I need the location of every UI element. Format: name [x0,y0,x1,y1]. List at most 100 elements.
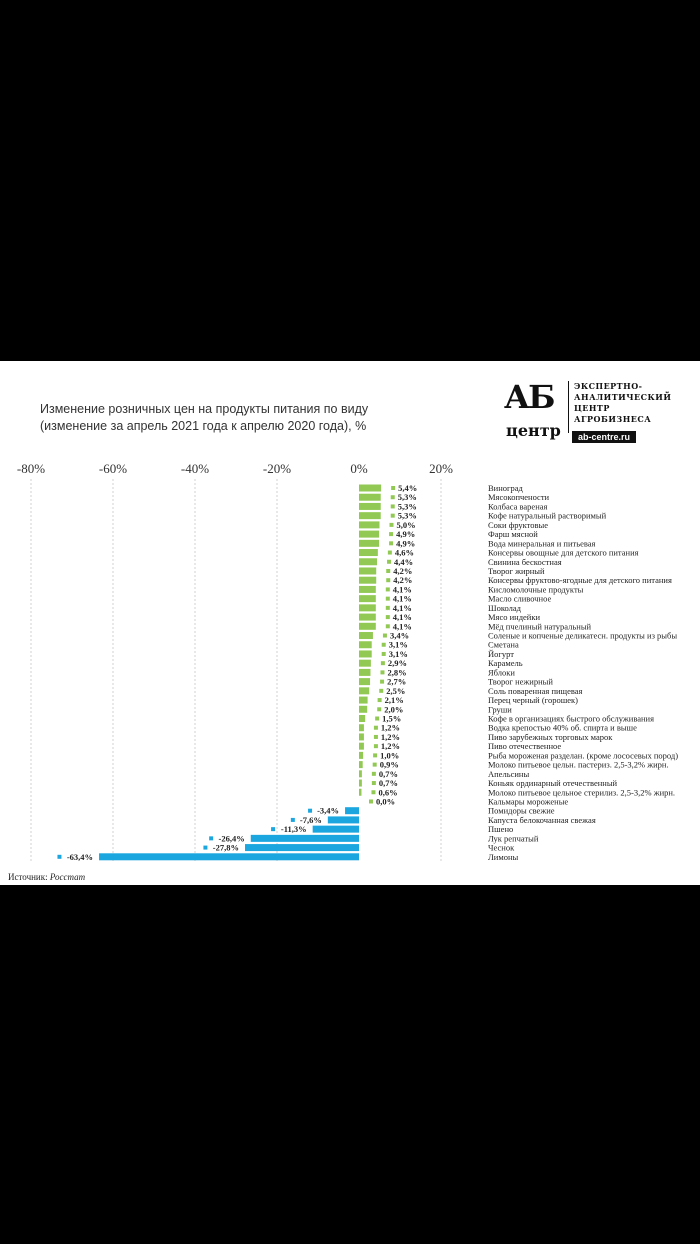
value-label: -63,4% [67,852,93,862]
category-label: Мёд пчелиный натуральный [488,621,592,631]
bar [359,659,371,667]
legend-marker [389,541,394,546]
bar [359,502,381,510]
chart-panel: Изменение розничных цен на продукты пита… [0,361,700,885]
legend-marker [369,799,373,804]
legend-marker [380,661,385,666]
logo-line: АНАЛИТИЧЕСКИЙ [574,392,672,402]
value-label: 1,5% [382,714,401,724]
legend-marker [371,781,376,786]
legend-marker [373,753,378,758]
category-label: Водка крепостью 40% об. спирта и выше [488,723,637,733]
bar-chart: -80% -60% -40% -20% 0% 20% 5,4% Виноград 5,3% Мяс… [17,461,678,863]
logo-divider [568,381,569,433]
bar [245,844,359,852]
bar [359,484,382,492]
category-label: Апельсины [488,769,529,779]
bar [359,650,372,658]
category-label: Масло сливочное [488,594,551,604]
category-label: Пиво отечественное [488,741,561,751]
bar [327,816,359,824]
legend-marker [373,744,378,749]
value-label: -26,4% [219,833,245,843]
bar [359,724,364,732]
logo-line: ЦЕНТР [574,403,610,413]
value-label: 4,9% [396,529,415,539]
bar [359,521,380,529]
title-line-1: Изменение розничных цен на продукты пита… [40,402,369,416]
value-label: 4,1% [393,621,412,631]
legend-marker [377,698,382,703]
bar [312,825,359,833]
bar [359,493,381,501]
bar [359,576,377,584]
legend-marker [290,817,295,822]
category-label: Лимоны [488,852,518,862]
value-label: 4,9% [396,538,415,548]
value-label: -7,6% [300,815,322,825]
logo-line: ЭКСПЕРТНО- [574,381,643,391]
category-label: Перец черный (горошек) [488,695,578,705]
bar [359,788,362,796]
value-label: 4,1% [393,594,412,604]
value-label: 4,1% [393,603,412,613]
legend-marker [381,651,386,656]
legend-marker [382,633,387,638]
category-label: Творог жирный [488,566,545,576]
value-label: 1,2% [381,723,400,733]
value-label: 2,5% [386,686,405,696]
category-label: Мясо индейки [488,612,540,622]
bar [359,687,370,695]
value-label: 4,2% [393,566,412,576]
bar [359,567,377,575]
legend-marker [390,513,395,518]
category-label: Кофе натуральный растворимый [488,511,607,521]
x-tick-label: -20% [263,461,291,476]
category-label: Мясокопчености [488,492,550,502]
category-label: Виноград [488,483,524,493]
legend-marker [380,670,385,675]
category-label: Шоколад [488,603,522,613]
bar [345,807,359,815]
x-tick-label: -40% [181,461,209,476]
category-label: Йогурт [488,649,514,659]
bar [359,705,368,713]
legend-marker [203,845,208,850]
category-label: Пшено [488,824,513,834]
legend-marker [386,568,391,573]
logo-text: ЭКСПЕРТНО- АНАЛИТИЧЕСКИЙ ЦЕНТР АГРОБИЗНЕ… [574,381,671,425]
legend-marker [373,734,378,739]
value-label: 2,7% [387,677,406,687]
category-label: Коньяк ординарный отечественный [488,778,618,788]
bar [359,595,376,603]
value-label: 3,1% [389,640,408,650]
x-tick-label: -60% [99,461,127,476]
title-line-2: (изменение за апрель 2021 года к апрелю … [40,419,367,433]
logo-ab: АБ [504,378,555,416]
category-label: Вода минеральная и питьевая [488,538,596,548]
value-label: 5,0% [397,520,416,530]
value-label: 5,3% [398,501,417,511]
legend-marker [385,587,390,592]
legend-marker [390,495,395,500]
value-label: -3,4% [317,806,339,816]
value-label: 0,9% [380,760,399,770]
category-label: Колбаса вареная [488,501,548,511]
category-label: Соль поваренная пищевая [488,686,583,696]
value-label: 1,2% [381,732,400,742]
value-label: 1,0% [380,750,399,760]
value-label: 0,0% [376,796,395,806]
ab-centre-logo: АБ центр ЭКСПЕРТНО- АНАЛИТИЧЕСКИЙ ЦЕНТР … [504,379,694,449]
category-label: Соки фруктовые [488,520,548,530]
legend-marker [377,707,382,712]
legend-marker [385,615,390,620]
bar [359,530,380,538]
value-label: 0,7% [379,778,398,788]
category-label: Консервы фруктово-ягодные для детского п… [488,575,672,585]
legend-marker [209,836,214,841]
bar [359,770,362,778]
value-label: 4,1% [393,612,412,622]
value-label: -27,8% [213,843,239,853]
bar [359,715,366,722]
source-note: Источник: Росстат [8,872,85,882]
